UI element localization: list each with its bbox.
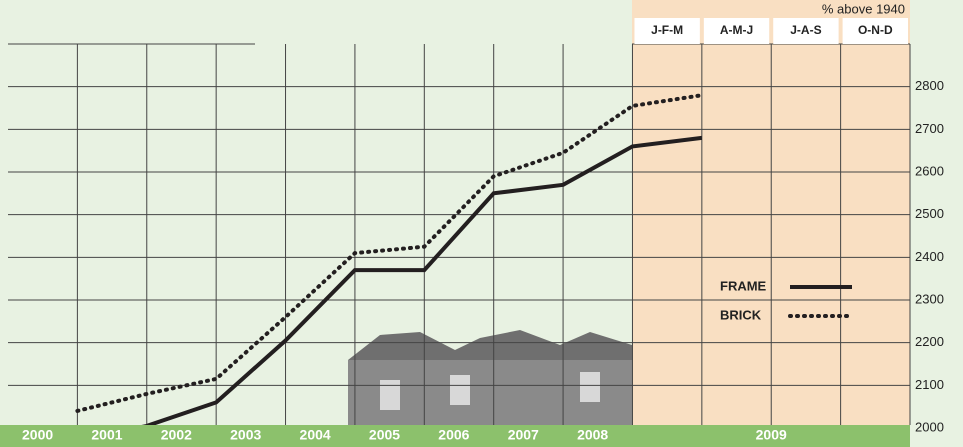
y-tick-label: 2300	[915, 291, 944, 306]
legend-label: BRICK	[720, 307, 762, 322]
x-tick-label: J-F-M	[651, 23, 683, 37]
y-tick-label: 2600	[915, 163, 944, 178]
x-axis-band	[0, 425, 910, 447]
x-tick-label: 2004	[300, 427, 331, 443]
y-axis-label: % above 1940	[822, 1, 905, 16]
y-tick-label: 2800	[915, 78, 944, 93]
x-tick-label: J-A-S	[790, 23, 821, 37]
x-tick-label: 2000	[22, 427, 53, 443]
series-line	[75, 93, 704, 413]
x-tick-label: 2001	[91, 427, 122, 443]
x-tick-label: 2007	[508, 427, 539, 443]
x-tick-label: 2008	[577, 427, 608, 443]
legend-label: FRAME	[720, 278, 767, 293]
x-tick-label: O-N-D	[858, 23, 893, 37]
y-tick-label: 2000	[915, 419, 944, 434]
header-cell	[634, 18, 700, 44]
series-line	[141, 135, 703, 425]
x-tick-label: 2006	[438, 427, 469, 443]
x-tick-label: A-M-J	[720, 23, 753, 37]
y-tick-label: 2700	[915, 121, 944, 136]
house-image	[348, 330, 632, 425]
y-tick-label: 2500	[915, 206, 944, 221]
x-tick-label: 2002	[161, 427, 192, 443]
x-tick-label: 2005	[369, 427, 400, 443]
x-tick-label: 2003	[230, 427, 261, 443]
header-cell	[773, 18, 839, 44]
y-tick-label: 2100	[915, 377, 944, 392]
y-tick-label: 2400	[915, 249, 944, 264]
header-cell	[703, 18, 770, 44]
header-cell	[842, 18, 908, 44]
y-tick-label: 2200	[915, 334, 944, 349]
x-group-label: 2009	[756, 427, 787, 443]
